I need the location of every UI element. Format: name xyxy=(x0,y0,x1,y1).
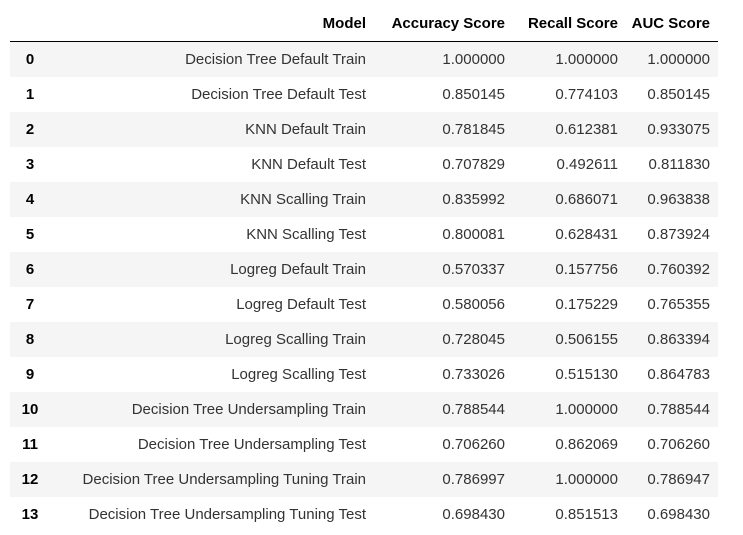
cell-auc-score: 1.000000 xyxy=(647,51,710,68)
cell-model: Decision Tree Undersampling Test xyxy=(137,436,366,453)
cell-accuracy-score: 0.781845 xyxy=(442,121,505,138)
cell-model: Logreg Default Train xyxy=(230,261,366,278)
cell-accuracy-score: 0.733026 xyxy=(442,366,505,383)
table-row: 8 Logreg Scalling Train 0.728045 0.506155 0.… xyxy=(10,322,718,357)
cell-auc-score: 0.765355 xyxy=(647,296,710,313)
table-row: 5 KNN Scalling Test 0.800081 0.628431 0.8739… xyxy=(10,217,718,252)
cell-model: Logreg Scalling Train xyxy=(225,331,366,348)
row-index: 12 xyxy=(21,471,39,488)
cell-accuracy-score: 0.835992 xyxy=(442,191,505,208)
row-index: 9 xyxy=(25,366,35,383)
cell-auc-score: 0.760392 xyxy=(647,261,710,278)
cell-accuracy-score: 0.728045 xyxy=(442,331,505,348)
row-index: 5 xyxy=(25,226,35,243)
table-header: Model Accuracy Score Recall Score AUC Sc… xyxy=(10,5,718,42)
cell-model: KNN Scalling Train xyxy=(240,191,366,208)
header-auc-score: AUC Score xyxy=(626,5,718,42)
table-row: 2 KNN Default Train 0.781845 0.612381 0.9330… xyxy=(10,112,718,147)
cell-recall-score: 0.862069 xyxy=(555,436,618,453)
row-index: 13 xyxy=(21,506,39,523)
table-row: 12 Decision Tree Undersampling Tuning Tra… xyxy=(10,462,718,497)
cell-recall-score: 1.000000 xyxy=(555,471,618,488)
header-accuracy-score: Accuracy Score xyxy=(374,5,513,42)
cell-model: Logreg Scalling Test xyxy=(231,366,366,383)
cell-auc-score: 0.698430 xyxy=(647,506,710,523)
cell-recall-score: 0.492611 xyxy=(556,156,618,173)
cell-auc-score: 0.786947 xyxy=(647,471,710,488)
cell-auc-score: 0.933075 xyxy=(647,121,710,138)
cell-model: Decision Tree Undersampling Tuning Train xyxy=(82,471,366,488)
table-row: 9 Logreg Scalling Test 0.733026 0.515130 0.8… xyxy=(10,357,718,392)
cell-accuracy-score: 0.788544 xyxy=(442,401,505,418)
cell-auc-score: 0.788544 xyxy=(647,401,710,418)
cell-accuracy-score: 0.850145 xyxy=(442,86,505,103)
cell-recall-score: 0.157756 xyxy=(555,261,618,278)
cell-model: Decision Tree Default Test xyxy=(191,86,366,103)
cell-accuracy-score: 0.706260 xyxy=(442,436,505,453)
row-index: 6 xyxy=(25,261,35,278)
cell-recall-score: 0.515130 xyxy=(555,366,618,383)
cell-accuracy-score: 0.570337 xyxy=(442,261,505,278)
row-index: 10 xyxy=(21,401,39,418)
row-index: 3 xyxy=(25,156,35,173)
header-recall-score: Recall Score xyxy=(513,5,626,42)
cell-auc-score: 0.706260 xyxy=(647,436,710,453)
cell-accuracy-score: 1.000000 xyxy=(442,51,505,68)
table-row: 7 Logreg Default Test 0.580056 0.175229 0.76… xyxy=(10,287,718,322)
table-row: 3 KNN Default Test 0.707829 0.492611 0.81183… xyxy=(10,147,718,182)
cell-recall-score: 0.175229 xyxy=(555,296,618,313)
table-row: 11 Decision Tree Undersampling Test 0.7062… xyxy=(10,427,718,462)
cell-recall-score: 0.506155 xyxy=(555,331,618,348)
cell-model: KNN Scalling Test xyxy=(246,226,366,243)
cell-recall-score: 1.000000 xyxy=(555,401,618,418)
cell-model: KNN Default Test xyxy=(251,156,366,173)
table-row: 4 KNN Scalling Train 0.835992 0.686071 0.963… xyxy=(10,182,718,217)
cell-model: KNN Default Train xyxy=(245,121,366,138)
results-table: Model Accuracy Score Recall Score AUC Sc… xyxy=(10,5,718,532)
cell-recall-score: 1.000000 xyxy=(555,51,618,68)
row-index: 7 xyxy=(25,296,35,313)
cell-accuracy-score: 0.786997 xyxy=(442,471,505,488)
table-row: 1 Decision Tree Default Test 0.850145 0.774… xyxy=(10,77,718,112)
row-index: 1 xyxy=(25,86,35,103)
results-table-container: Model Accuracy Score Recall Score AUC Sc… xyxy=(10,5,718,532)
cell-auc-score: 0.873924 xyxy=(647,226,710,243)
cell-auc-score: 0.811830 xyxy=(648,156,710,173)
cell-accuracy-score: 0.707829 xyxy=(442,156,505,173)
cell-auc-score: 0.863394 xyxy=(647,331,710,348)
row-index: 8 xyxy=(25,331,35,348)
row-index: 2 xyxy=(25,121,35,138)
cell-recall-score: 0.851513 xyxy=(555,506,618,523)
cell-model: Logreg Default Test xyxy=(236,296,366,313)
table-row: 0 Decision Tree Default Train 1.000000 1.00… xyxy=(10,41,718,77)
cell-accuracy-score: 0.698430 xyxy=(442,506,505,523)
cell-auc-score: 0.850145 xyxy=(647,86,710,103)
cell-recall-score: 0.612381 xyxy=(555,121,618,138)
table-row: 13 Decision Tree Undersampling Tuning Tes… xyxy=(10,497,718,532)
cell-recall-score: 0.774103 xyxy=(555,86,618,103)
cell-accuracy-score: 0.800081 xyxy=(442,226,505,243)
table-row: 10 Decision Tree Undersampling Train 0.788… xyxy=(10,392,718,427)
cell-auc-score: 0.963838 xyxy=(647,191,710,208)
table-row: 6 Logreg Default Train 0.570337 0.157756 0.7… xyxy=(10,252,718,287)
header-index xyxy=(10,5,50,42)
cell-model: Decision Tree Default Train xyxy=(185,51,366,68)
cell-accuracy-score: 0.580056 xyxy=(442,296,505,313)
row-index: 0 xyxy=(25,51,35,68)
cell-recall-score: 0.628431 xyxy=(555,226,618,243)
header-model: Model xyxy=(50,5,374,42)
cell-model: Decision Tree Undersampling Train xyxy=(131,401,366,418)
cell-model: Decision Tree Undersampling Tuning Test xyxy=(88,506,366,523)
row-index: 11 xyxy=(22,436,38,453)
row-index: 4 xyxy=(25,191,35,208)
table-body: 0 Decision Tree Default Train 1.000000 1.00… xyxy=(10,41,718,532)
header-row: Model Accuracy Score Recall Score AUC Sc… xyxy=(10,5,718,42)
cell-auc-score: 0.864783 xyxy=(647,366,710,383)
cell-recall-score: 0.686071 xyxy=(555,191,618,208)
